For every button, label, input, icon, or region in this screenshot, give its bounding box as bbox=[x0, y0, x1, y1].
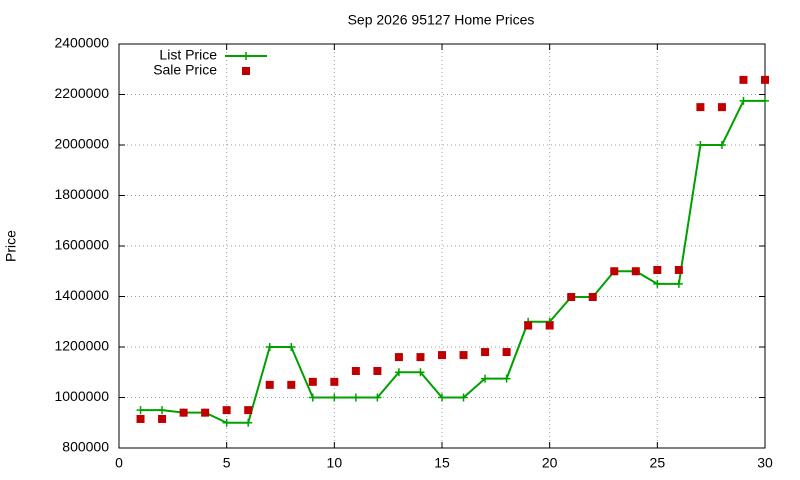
legend-label: Sale Price bbox=[153, 62, 217, 78]
legend-marker bbox=[242, 67, 250, 75]
y-tick-label: 1400000 bbox=[54, 287, 109, 303]
data-point bbox=[739, 75, 748, 84]
data-point bbox=[416, 368, 425, 377]
data-point bbox=[653, 279, 662, 288]
legend-marker bbox=[242, 52, 250, 60]
data-point bbox=[244, 406, 253, 415]
data-point bbox=[351, 393, 360, 402]
data-point bbox=[373, 366, 382, 375]
data-point bbox=[674, 265, 683, 274]
chart-title: Sep 2026 95127 Home Prices bbox=[348, 12, 535, 28]
x-tick-label: 20 bbox=[542, 455, 558, 471]
x-tick-label: 10 bbox=[327, 455, 343, 471]
data-point bbox=[761, 96, 769, 105]
data-point bbox=[416, 353, 425, 362]
data-point bbox=[222, 406, 231, 415]
data-point bbox=[717, 141, 726, 149]
x-tick-label: 5 bbox=[223, 455, 231, 471]
data-point bbox=[222, 418, 231, 427]
data-point bbox=[158, 414, 167, 423]
data-point bbox=[265, 343, 274, 351]
data-point bbox=[459, 351, 468, 360]
data-point bbox=[717, 103, 726, 112]
data-point bbox=[373, 393, 382, 402]
y-axis-label: Price bbox=[3, 230, 19, 262]
y-tick-label: 1600000 bbox=[54, 237, 109, 253]
data-point bbox=[308, 393, 317, 402]
data-point bbox=[136, 414, 145, 423]
x-tick-label: 25 bbox=[650, 455, 666, 471]
x-tick-label: 15 bbox=[434, 455, 450, 471]
data-point bbox=[351, 366, 360, 375]
y-tick-label: 1800000 bbox=[54, 186, 109, 202]
data-point bbox=[244, 418, 253, 427]
data-point bbox=[459, 393, 468, 402]
x-tick-label: 30 bbox=[757, 455, 773, 471]
data-point bbox=[158, 406, 167, 415]
data-point bbox=[524, 321, 533, 330]
data-point bbox=[696, 103, 705, 112]
data-point bbox=[394, 353, 403, 362]
data-point bbox=[438, 393, 446, 402]
data-point bbox=[761, 75, 769, 84]
data-point bbox=[179, 408, 188, 417]
data-point bbox=[481, 348, 490, 357]
data-point bbox=[265, 380, 274, 389]
data-point bbox=[674, 279, 683, 288]
y-tick-label: 2200000 bbox=[54, 85, 109, 101]
data-point bbox=[631, 267, 640, 276]
data-point bbox=[502, 348, 511, 357]
data-point bbox=[545, 321, 554, 330]
data-point bbox=[481, 374, 490, 383]
data-point bbox=[696, 141, 705, 149]
data-point bbox=[136, 406, 145, 415]
data-point bbox=[438, 351, 446, 360]
y-tick-label: 2000000 bbox=[54, 136, 109, 152]
legend-label: List Price bbox=[159, 47, 217, 63]
data-point bbox=[739, 96, 748, 105]
y-tick-label: 800000 bbox=[62, 439, 109, 455]
y-tick-label: 1200000 bbox=[54, 338, 109, 354]
data-point bbox=[201, 408, 210, 417]
data-point bbox=[330, 393, 339, 402]
data-point bbox=[330, 377, 339, 386]
data-point bbox=[567, 293, 576, 302]
data-point bbox=[653, 265, 662, 274]
data-point bbox=[287, 343, 296, 351]
data-point bbox=[308, 377, 317, 386]
y-tick-label: 2400000 bbox=[54, 35, 109, 51]
plot-border bbox=[118, 43, 766, 449]
y-tick-label: 1000000 bbox=[54, 388, 109, 404]
data-point bbox=[588, 293, 597, 302]
data-point bbox=[610, 267, 619, 276]
data-point bbox=[287, 380, 296, 389]
data-point bbox=[394, 368, 403, 377]
data-point bbox=[502, 374, 511, 383]
x-tick-label: 0 bbox=[115, 455, 123, 471]
series-line bbox=[140, 99, 765, 424]
